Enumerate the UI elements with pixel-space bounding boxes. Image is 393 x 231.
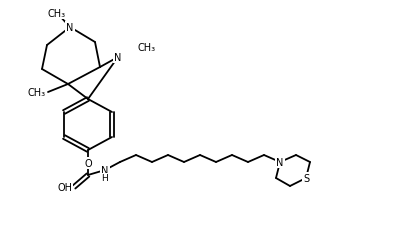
Text: N: N bbox=[66, 23, 74, 33]
Text: S: S bbox=[303, 173, 309, 183]
Text: H: H bbox=[102, 174, 108, 183]
Text: CH₃: CH₃ bbox=[28, 88, 46, 97]
Text: CH₃: CH₃ bbox=[137, 43, 155, 53]
Text: N: N bbox=[114, 53, 122, 63]
Text: O: O bbox=[84, 158, 92, 168]
Text: CH₃: CH₃ bbox=[48, 9, 66, 19]
Text: N: N bbox=[276, 157, 284, 167]
Text: OH: OH bbox=[57, 182, 72, 192]
Text: N: N bbox=[101, 165, 109, 175]
